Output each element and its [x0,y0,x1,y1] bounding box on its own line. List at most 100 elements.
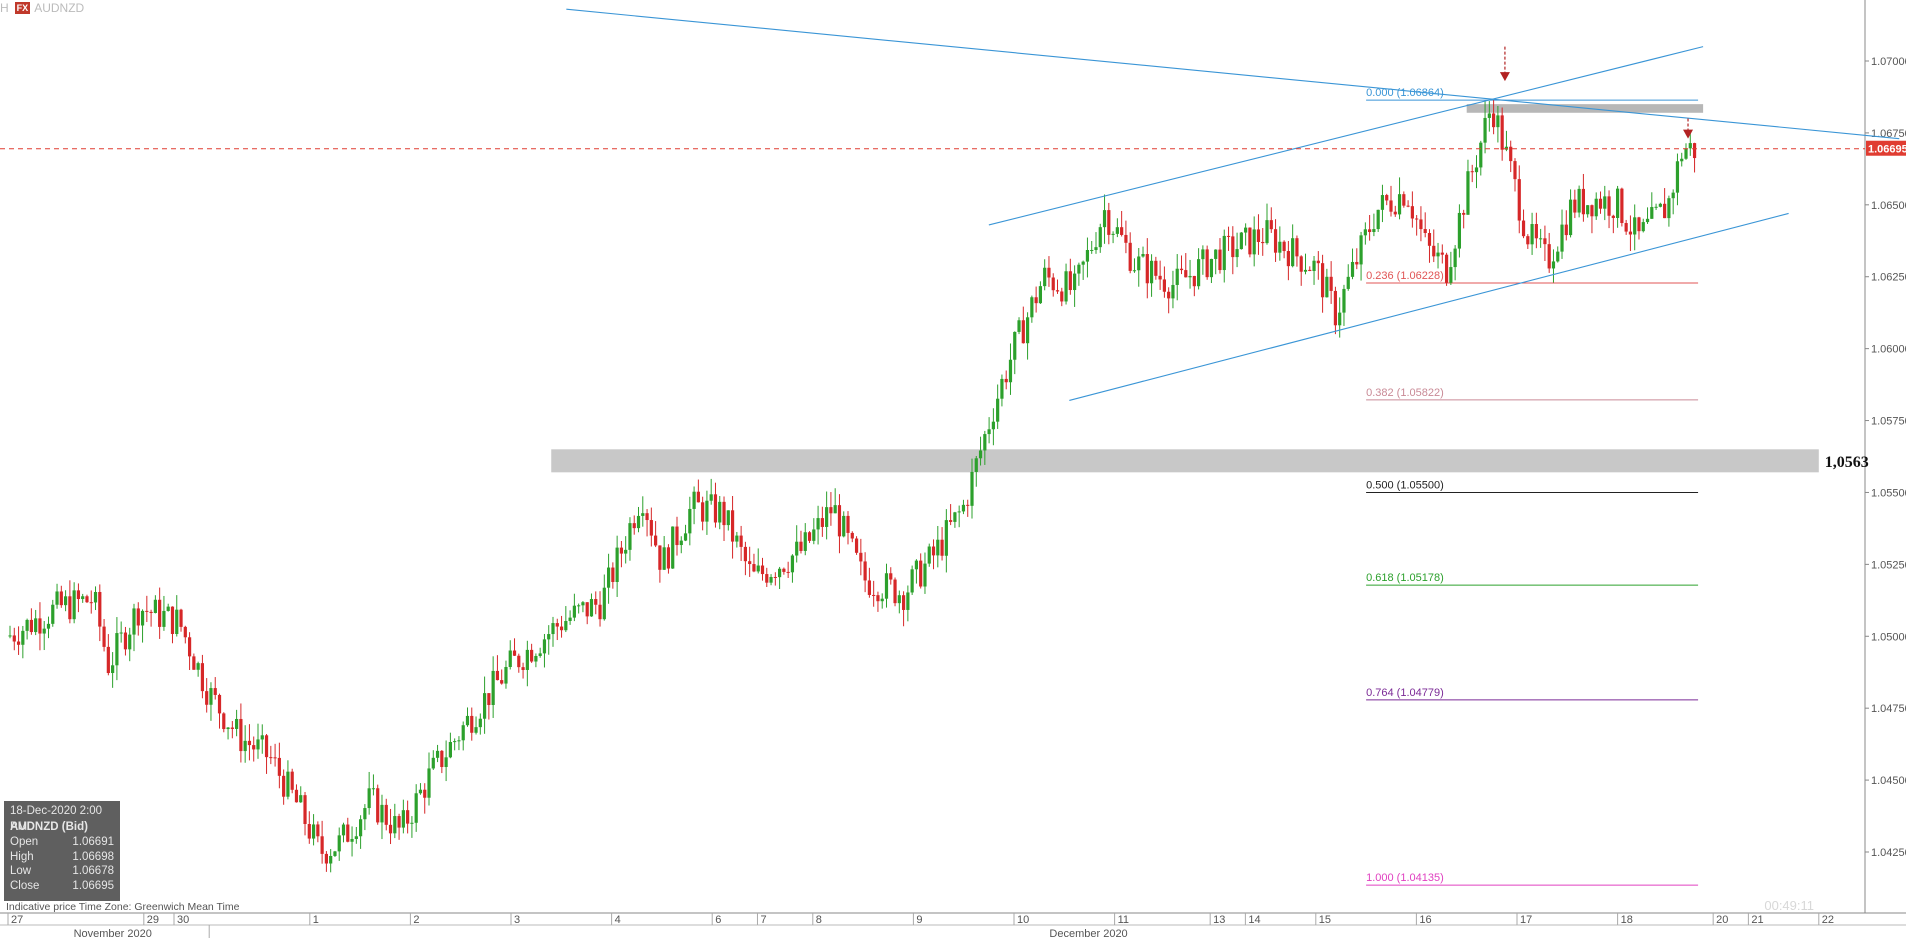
candle-body [1547,244,1551,269]
x-tick-label: 18 [1621,914,1633,926]
candle-body [487,693,491,706]
candle-body [1192,275,1196,287]
candle-body [145,610,149,612]
candle-body [1167,291,1171,299]
candle-body [286,771,290,797]
candle-body [504,667,508,684]
candle-body [1312,260,1316,272]
candle-body [1068,271,1072,291]
candle-body [572,605,576,618]
candle-body [1539,238,1543,240]
candle-body [585,602,589,617]
symbol-label: AUDNZD [34,1,85,15]
candle-body [21,630,25,645]
candle-body [889,573,893,580]
candle-body [837,505,842,537]
x-tick-label: 20 [1716,914,1728,926]
candle-body [1248,227,1252,255]
candle-body [619,547,624,554]
candle-body [367,788,371,809]
candle-body [12,635,16,642]
candle-body [833,505,837,514]
candle-body [1013,331,1017,360]
candle-body [1436,252,1440,257]
candle-body [1530,224,1534,245]
candle-body [29,619,33,633]
candle-body [957,511,961,513]
candle-body [1598,198,1603,209]
candle-body [1350,261,1355,277]
candle-body [842,515,846,537]
candle-body [1000,378,1004,399]
candle-body [1094,247,1098,250]
candle-body [696,491,700,503]
candle-body [478,718,482,728]
ohlc-instrument: AUDNZD (Bid) [10,821,88,833]
ohlc-row-high: High 1.06698 [10,850,114,863]
candle-body [966,504,970,506]
candle-body [1466,171,1470,215]
candle-body [431,757,435,769]
candle-body [790,555,795,573]
candle-body [927,546,931,564]
candle-body [470,715,474,733]
candle-body [1231,236,1235,258]
candle-body [1543,238,1547,245]
candle-body [906,592,910,610]
candle-body [1008,359,1013,383]
candle-body [1051,277,1055,291]
candle-body [1372,229,1376,233]
candle-body [376,788,380,823]
candle-body [645,513,649,521]
candle-body [795,541,799,556]
candle-body [282,775,286,797]
candle-body [1419,219,1423,230]
fib-level-label: 0.382 (1.05822) [1366,387,1444,399]
x-month-label: November 2020 [74,928,152,938]
candle-body [1179,268,1184,271]
candle-body [1628,231,1633,235]
candle-body [260,735,264,740]
candle-body [324,853,328,864]
candle-body [1209,258,1214,278]
candle-body [200,663,205,692]
ohlc-row-close: Close 1.06695 [10,879,114,892]
candle-body [1359,235,1363,265]
candle-body [1380,195,1385,210]
candle-body [726,510,730,526]
candle-body [277,757,281,776]
candle-body [1393,211,1397,215]
candle-body [1137,256,1141,271]
candle-body [16,641,21,645]
x-tick-label: 17 [1520,914,1532,926]
candle-body [1633,217,1637,235]
current-price-label: 1.06695 [1868,144,1906,156]
candle-body [1675,161,1680,193]
candle-body [1038,286,1043,304]
candle-body [388,824,393,834]
candle-body [649,520,653,536]
candle-body [1684,148,1688,159]
candle-body [1556,251,1560,262]
ohlc-date: 18-Dec-2020 2:00 PM [10,805,103,833]
candle-body [1671,192,1675,199]
candle-body [863,561,867,581]
ohlc-row-low: Low 1.06678 [10,865,114,877]
candle-body [337,835,341,852]
candle-body [132,608,136,635]
candle-body [1286,251,1290,267]
fib-level-label: 1.000 (1.04135) [1366,872,1444,884]
candle-body [1573,199,1577,213]
candle-body [914,560,919,570]
candle-body [782,568,786,572]
x-tick-label: 4 [615,914,621,926]
candle-body [307,824,311,839]
x-tick-label: 2 [413,914,419,926]
candle-body [230,727,234,729]
current-price-tag [1866,140,1906,156]
candle-body [1004,378,1008,383]
candle-body [534,655,538,662]
candle-body [46,623,51,629]
candle-body [538,653,542,656]
